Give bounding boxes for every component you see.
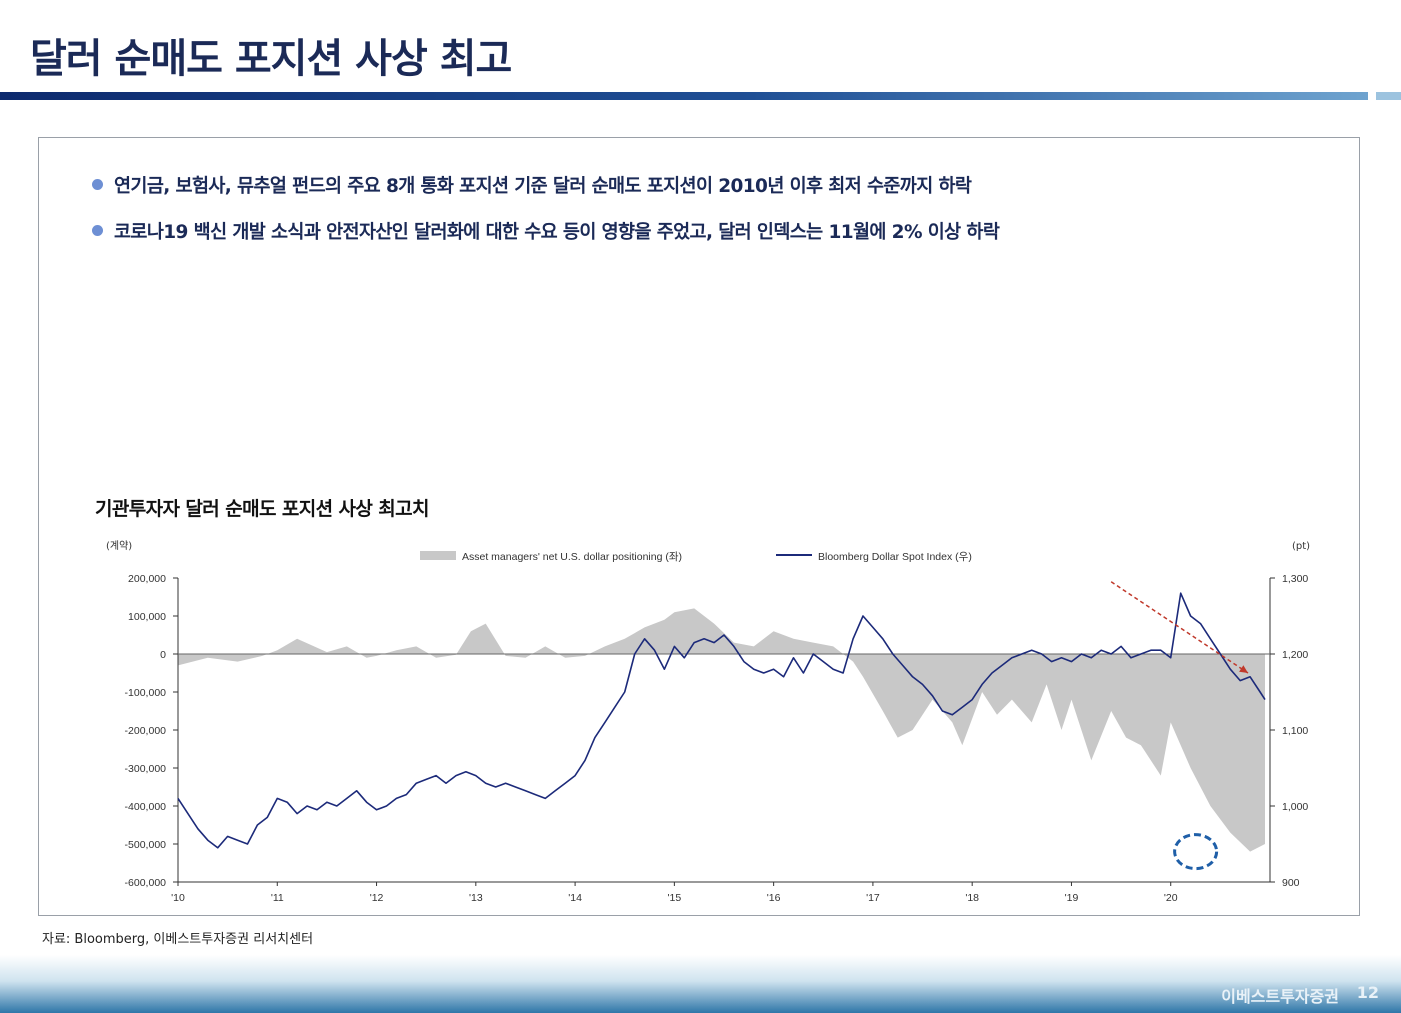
right-tick-label: 1,200 <box>1282 649 1308 661</box>
content-box <box>38 137 1360 916</box>
right-tick-label: 900 <box>1282 877 1300 889</box>
left-tick-label: -500,000 <box>125 839 167 851</box>
left-tick-label: -300,000 <box>125 763 167 775</box>
bullet-text: 연기금, 보험사, 뮤추얼 펀드의 주요 8개 통화 포지션 기준 달러 순매도… <box>114 176 972 197</box>
axes <box>173 577 1275 886</box>
slide-title: 달러 순매도 포지션 사상 최고 <box>30 36 512 82</box>
left-tick-label: 200,000 <box>128 573 166 585</box>
legend-area-swatch <box>420 551 456 560</box>
title-rule-accent <box>1376 92 1401 100</box>
x-tick-label: '16 <box>767 892 781 904</box>
x-tick-label: '12 <box>370 892 384 904</box>
x-tick-label: '11 <box>271 892 284 904</box>
x-tick-label: '20 <box>1164 892 1178 904</box>
bullet-text: 코로나19 백신 개발 소식과 안전자산인 달러화에 대한 수요 등이 영향을 … <box>114 222 1000 243</box>
right-tick-label: 1,300 <box>1282 573 1308 585</box>
bullet-dot-icon <box>92 179 103 190</box>
chart-title: 기관투자자 달러 순매도 포지션 사상 최고치 <box>95 498 430 520</box>
annotations <box>1110 581 1249 871</box>
legend-area-label: Asset managers' net U.S. dollar position… <box>462 551 682 563</box>
left-tick-label: 100,000 <box>128 611 166 623</box>
title-rule <box>0 92 1368 100</box>
bullet-list: 연기금, 보험사, 뮤추얼 펀드의 주요 8개 통화 포지션 기준 달러 순매도… <box>92 172 1000 264</box>
area-series <box>178 608 1265 852</box>
x-tick-label: '13 <box>469 892 483 904</box>
area-series-path <box>178 608 1265 852</box>
left-tick-label: -200,000 <box>125 725 167 737</box>
x-tick-label: '10 <box>171 892 185 904</box>
line-series <box>177 592 1266 849</box>
x-tick-label: '17 <box>866 892 880 904</box>
trend-arrow-head <box>1239 665 1248 673</box>
right-axis-unit: (pt) <box>1292 541 1310 552</box>
source-note: 자료: Bloomberg, 이베스트투자증권 리서치센터 <box>42 932 314 947</box>
x-tick-label: '19 <box>1065 892 1079 904</box>
x-tick-label: '15 <box>668 892 682 904</box>
legend-line-label: Bloomberg Dollar Spot Index (우) <box>818 551 972 563</box>
x-tick-label: '14 <box>568 892 582 904</box>
left-axis-unit: (계약) <box>106 540 132 552</box>
highlight-circle <box>1173 833 1219 871</box>
bullet-dot-icon <box>92 225 103 236</box>
page-number: 12 <box>1356 983 1379 1002</box>
left-tick-label: 0 <box>160 649 166 661</box>
footer-brand: 이베스트투자증권 <box>1221 987 1339 1006</box>
left-tick-label: -400,000 <box>125 801 167 813</box>
footer-wave <box>0 955 1401 1013</box>
line-series-path <box>177 592 1266 849</box>
right-tick-label: 1,000 <box>1282 801 1308 813</box>
left-tick-label: -100,000 <box>125 687 167 699</box>
tick-labels: 200,000 100,000 0 -100,000 -200,000 -300,000 -… <box>106 540 1310 904</box>
x-tick-label: '18 <box>965 892 979 904</box>
bullet-item: 연기금, 보험사, 뮤추얼 펀드의 주요 8개 통화 포지션 기준 달러 순매도… <box>92 172 999 218</box>
bullet-item: 코로나19 백신 개발 소식과 안전자산인 달러화에 대한 수요 등이 영향을 … <box>92 218 1000 264</box>
right-tick-label: 1,100 <box>1282 725 1308 737</box>
left-tick-label: -600,000 <box>125 877 167 889</box>
legend: Asset managers' net U.S. dollar position… <box>420 551 972 563</box>
